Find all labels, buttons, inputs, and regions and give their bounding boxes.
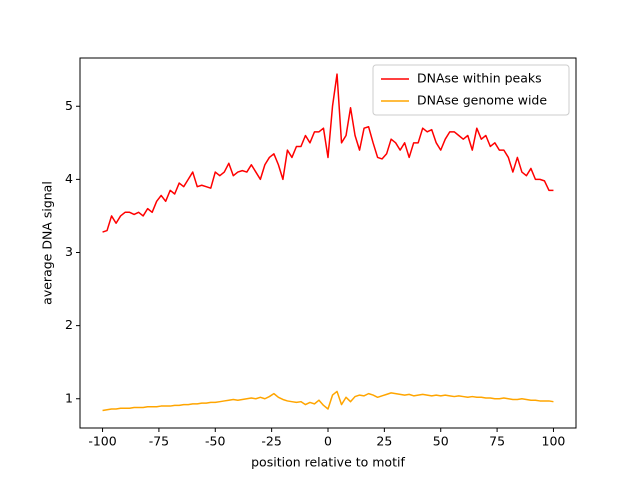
plot-frame (79, 57, 577, 429)
x-tick-label: -50 (205, 434, 225, 449)
legend-box (372, 64, 570, 116)
legend-label: DNAse genome wide (417, 93, 547, 108)
data-line (102, 73, 554, 233)
x-axis-label: position relative to motif (251, 455, 405, 470)
y-tick-label: 5 (65, 98, 73, 113)
y-tick-label: 1 (65, 390, 73, 405)
x-tick-label: 75 (489, 434, 505, 449)
y-tick-label: 3 (65, 244, 73, 259)
x-tick-label: 0 (324, 434, 332, 449)
x-tick-label: 100 (542, 434, 566, 449)
x-tick-label: 25 (376, 434, 392, 449)
x-tick-label: -100 (88, 434, 116, 449)
legend-label: DNAse within peaks (417, 71, 542, 86)
y-tick-label: 4 (65, 171, 73, 186)
y-axis-label: average DNA signal (40, 181, 55, 305)
y-tick-label: 2 (65, 317, 73, 332)
data-line (102, 390, 554, 412)
x-tick-label: -25 (261, 434, 281, 449)
x-tick-label: 50 (433, 434, 449, 449)
x-tick-label: -75 (149, 434, 169, 449)
